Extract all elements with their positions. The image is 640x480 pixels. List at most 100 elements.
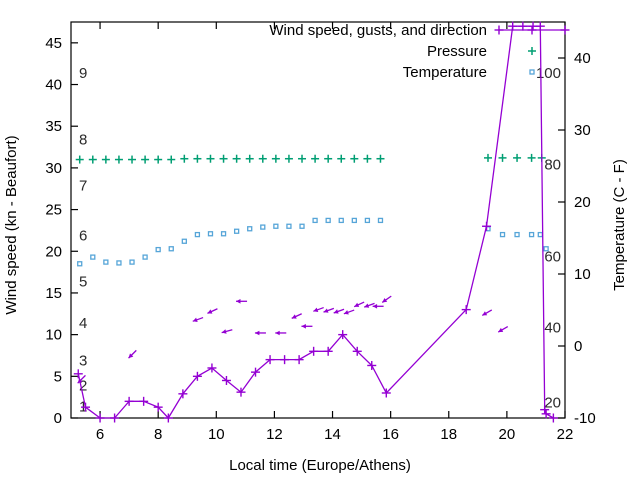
beaufort-label: 9: [79, 65, 87, 82]
gust-arrow: [363, 302, 375, 308]
x-tick-label: 10: [208, 426, 225, 443]
data-point-marker: [499, 231, 506, 238]
y-tick-label: 45: [45, 35, 62, 52]
data-point-marker: [260, 224, 266, 230]
beaufort-label: 5: [79, 273, 87, 290]
x-axis-title: Local time (Europe/Athens): [229, 457, 411, 474]
y2-tick-label: 20: [574, 194, 591, 211]
data-point-marker: [325, 217, 331, 224]
data-point-marker: [129, 259, 135, 265]
gust-arrow: [192, 316, 204, 322]
y2-tick-label: 30: [574, 122, 591, 139]
data-point-marker: [103, 259, 109, 265]
data-point-marker: [155, 246, 161, 253]
gust-arrow-head: [128, 353, 134, 359]
gust-arrow-head: [382, 298, 388, 303]
gust-arrow: [313, 306, 324, 312]
y-tick-label: 5: [54, 368, 62, 385]
x-tick-label: 18: [440, 426, 457, 443]
data-point-marker: [338, 217, 344, 224]
beaufort-label: 3: [79, 353, 87, 370]
gust-arrow-head: [236, 299, 241, 304]
gust-arrow-head: [254, 330, 260, 336]
gust-arrow: [254, 330, 266, 336]
data-point-marker: [90, 254, 96, 260]
y-axis-ticks: 0 5 10 15 20 25 30 35 40 45: [45, 35, 78, 427]
x-tick-label: 8: [154, 426, 162, 443]
y-tick-label: 10: [45, 327, 62, 344]
y2-axis-title: Temperature (C - F): [611, 159, 628, 291]
y2-tick-label: 10: [574, 266, 591, 283]
beaufort-label: 4: [79, 315, 87, 332]
gust-arrow: [343, 309, 355, 315]
gust-arrow: [275, 330, 287, 336]
data-point-marker: [247, 226, 253, 232]
data-point-marker: [142, 254, 148, 260]
series-wind-speed: [73, 21, 558, 423]
data-point-marker: [514, 231, 520, 238]
gust-arrow-head: [498, 327, 504, 333]
x-tick-label: 16: [382, 426, 399, 443]
gust-arrow-head: [192, 317, 198, 322]
x-tick-label: 20: [499, 426, 516, 443]
gust-arrow-head: [323, 308, 329, 313]
fahrenheit-label: 20: [544, 394, 561, 411]
y-tick-label: 20: [45, 243, 62, 260]
y2-axis-ticks: -10 0 10 20 30 40: [558, 50, 596, 427]
data-point-marker: [233, 228, 240, 234]
x-tick-label: 6: [96, 426, 104, 443]
fahrenheit-label: 60: [544, 248, 561, 265]
data-point-marker: [273, 223, 279, 229]
gust-arrow-head: [333, 309, 339, 314]
x-tick-label: 12: [266, 426, 283, 443]
gust-arrow: [207, 308, 218, 314]
data-point-marker: [168, 246, 174, 252]
data-point-marker: [77, 261, 83, 267]
data-point-marker: [194, 231, 201, 238]
gust-arrow: [323, 307, 335, 313]
y2-tick-label: 0: [574, 338, 582, 355]
x-tick-label: 22: [557, 426, 574, 443]
gust-arrow-head: [291, 314, 297, 319]
gust-arrow: [333, 308, 345, 314]
data-point-marker: [299, 223, 305, 229]
fahrenheit-label: 40: [544, 319, 561, 336]
gust-arrow: [77, 374, 86, 384]
gust-arrow-head: [207, 309, 213, 314]
y-tick-label: 15: [45, 285, 62, 302]
data-point-marker: [286, 223, 292, 229]
gust-arrow: [481, 309, 493, 316]
data-point-marker: [181, 238, 187, 244]
gust-arrow: [353, 301, 365, 308]
gust-arrow-head: [313, 307, 319, 312]
y2-tick-label: -10: [574, 410, 596, 427]
gust-arrow-head: [354, 302, 360, 307]
fahrenheit-inner-labels: 20 40 60 80 100: [536, 65, 561, 411]
x-tick-label: 14: [324, 426, 341, 443]
legend-label: Temperature: [403, 64, 487, 81]
gust-arrow: [128, 349, 137, 359]
series-pressure: [75, 153, 546, 164]
gust-arrow: [291, 313, 302, 319]
beaufort-label: 8: [79, 132, 87, 149]
data-point-marker: [529, 69, 535, 75]
y-tick-label: 35: [45, 118, 62, 135]
data-point-marker: [543, 246, 549, 252]
x-axis-ticks: 6 8 10 12 14 16 18 20 22: [96, 22, 573, 443]
gust-arrow: [497, 326, 509, 333]
chart-legend: Wind speed, gusts, and direction Pressure…: [269, 22, 570, 81]
beaufort-label: 2: [79, 378, 87, 395]
gust-direction-arrows: [77, 295, 509, 384]
legend-label: Wind speed, gusts, and direction: [269, 22, 487, 39]
y-axis-title: Wind speed (kn - Beaufort): [3, 135, 20, 314]
gust-arrow: [236, 299, 248, 304]
data-point-marker: [312, 217, 318, 224]
gust-arrow-head: [77, 378, 83, 384]
gust-arrow: [301, 324, 313, 329]
data-point-marker: [528, 231, 535, 238]
gust-arrow-head: [364, 303, 370, 308]
data-point-marker: [377, 217, 384, 224]
axes-group: [70, 21, 566, 419]
